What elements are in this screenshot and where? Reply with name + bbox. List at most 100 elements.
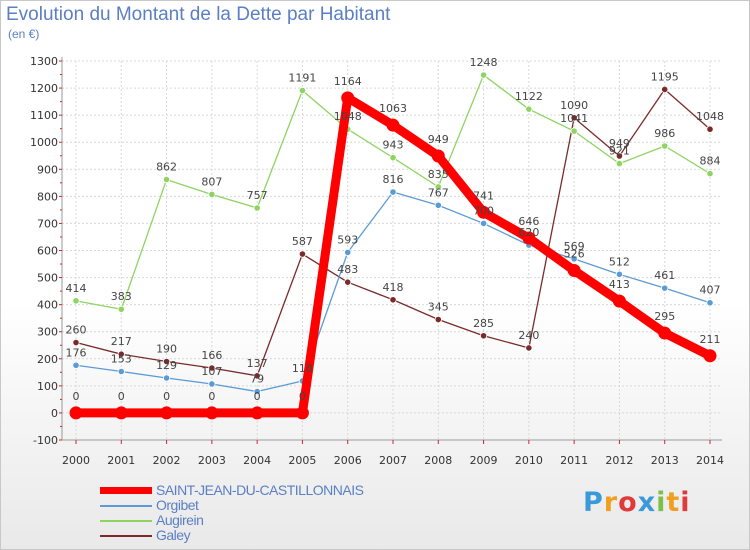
- x-tick-label: 2002: [153, 454, 181, 467]
- data-point-orgibet: [389, 188, 397, 196]
- data-point-galey: [706, 125, 714, 133]
- data-point-saint-jean-du-castillonnais: [477, 205, 491, 219]
- data-point-saint-jean-du-castillonnais: [612, 294, 626, 308]
- proxiti-logo: Proxiti: [583, 487, 691, 518]
- data-label-saint-jean-du-castillonnais: 741: [473, 189, 494, 202]
- series-layer: [69, 71, 717, 420]
- legend-swatch: [100, 520, 152, 522]
- data-label-orgibet: 153: [111, 353, 132, 366]
- data-point-orgibet: [162, 374, 171, 382]
- logo-letter: P: [583, 487, 604, 518]
- data-label-galey: 137: [247, 357, 268, 370]
- data-point-saint-jean-du-castillonnais: [160, 406, 174, 420]
- data-point-augirein: [706, 170, 714, 178]
- data-point-saint-jean-du-castillonnais: [69, 406, 83, 420]
- data-point-galey: [117, 350, 125, 358]
- legend-item-saint-jean[interactable]: SAINT-JEAN-DU-CASTILLONNAIS: [100, 482, 420, 498]
- data-point-augirein: [434, 183, 442, 191]
- legend-item-orgibet[interactable]: Orgibet: [100, 497, 420, 513]
- legend-swatch: [100, 505, 152, 507]
- legend-item-augirein[interactable]: Augirein: [100, 512, 420, 528]
- data-label-galey: 418: [383, 281, 404, 294]
- legend-label: Augirein: [156, 512, 204, 528]
- data-point-orgibet: [661, 284, 669, 292]
- data-point-galey: [389, 296, 397, 304]
- x-tick-label: 2009: [470, 454, 498, 467]
- x-tick-label: 2004: [243, 454, 271, 467]
- data-label-orgibet: 767: [428, 186, 449, 199]
- data-point-saint-jean-du-castillonnais: [431, 149, 445, 163]
- data-label-augirein: 1248: [470, 56, 498, 69]
- data-label-saint-jean-du-castillonnais: 0: [73, 390, 80, 403]
- x-tick-label: 2012: [605, 454, 633, 467]
- data-point-augirein: [615, 160, 624, 168]
- data-label-orgibet: 129: [156, 359, 177, 372]
- data-label-orgibet: 620: [518, 226, 539, 239]
- data-label-orgibet: 107: [201, 365, 222, 378]
- data-point-orgibet: [117, 367, 125, 376]
- data-label-orgibet: 593: [337, 233, 358, 246]
- x-tick-label: 2007: [379, 454, 407, 467]
- data-label-augirein: 1191: [288, 72, 316, 85]
- data-point-augirein: [525, 105, 533, 113]
- data-point-orgibet: [208, 380, 216, 388]
- y-tick-label: 900: [37, 163, 58, 176]
- x-tick-label: 2006: [334, 454, 362, 467]
- data-point-saint-jean-du-castillonnais: [658, 326, 672, 340]
- y-tick-label: 1000: [30, 136, 58, 149]
- data-label-galey: 1195: [651, 70, 679, 83]
- data-point-augirein: [162, 175, 171, 184]
- data-label-orgibet: 700: [473, 204, 494, 217]
- data-point-galey: [253, 372, 261, 380]
- data-label-augirein: 1048: [334, 110, 362, 123]
- data-label-augirein: 862: [156, 161, 177, 174]
- data-label-saint-jean-du-castillonnais: 949: [428, 133, 449, 146]
- y-tick-label: 100: [37, 380, 58, 393]
- data-point-saint-jean-du-castillonnais: [295, 406, 309, 420]
- data-label-orgibet: 569: [564, 240, 585, 253]
- data-label-saint-jean-du-castillonnais: 0: [163, 390, 170, 403]
- data-label-augirein: 383: [111, 290, 132, 303]
- data-label-augirein: 921: [609, 145, 630, 158]
- data-label-saint-jean-du-castillonnais: 413: [609, 278, 630, 291]
- data-label-orgibet: 461: [654, 269, 675, 282]
- data-label-galey: 1090: [560, 99, 588, 112]
- data-label-augirein: 757: [247, 189, 268, 202]
- data-point-galey: [615, 152, 624, 160]
- x-tick-label: 2011: [560, 454, 588, 467]
- data-label-orgibet: 512: [609, 255, 630, 268]
- data-point-orgibet: [706, 299, 714, 307]
- x-tick-label: 2005: [288, 454, 316, 467]
- data-label-galey: 949: [609, 137, 630, 150]
- data-point-saint-jean-du-castillonnais: [703, 349, 717, 363]
- data-point-galey: [434, 315, 442, 324]
- data-point-orgibet: [570, 255, 578, 263]
- data-point-saint-jean-du-castillonnais: [567, 264, 581, 278]
- data-label-saint-jean-du-castillonnais: 646: [518, 215, 539, 228]
- data-point-augirein: [117, 305, 125, 313]
- data-label-orgibet: 79: [250, 373, 264, 386]
- legend: SAINT-JEAN-DU-CASTILLONNAIS Orgibet Augi…: [100, 482, 420, 543]
- legend-item-galey[interactable]: Galey: [100, 527, 420, 543]
- data-label-galey: 217: [111, 335, 132, 348]
- data-label-augirein: 884: [700, 155, 721, 168]
- data-point-galey: [570, 114, 578, 122]
- data-label-galey: 345: [428, 301, 449, 314]
- legend-label: Orgibet: [156, 497, 199, 513]
- logo-letter: i: [680, 487, 691, 518]
- data-label-saint-jean-du-castillonnais: 0: [118, 390, 125, 403]
- data-point-galey: [298, 250, 307, 258]
- data-point-orgibet: [253, 387, 261, 396]
- legend-label: SAINT-JEAN-DU-CASTILLONNAIS: [156, 482, 364, 498]
- y-tick-label: 800: [37, 190, 58, 203]
- legend-swatch: [100, 535, 152, 537]
- data-point-saint-jean-du-castillonnais: [114, 406, 128, 420]
- data-label-saint-jean-du-castillonnais: 0: [254, 390, 261, 403]
- data-point-augirein: [72, 297, 80, 305]
- legend-swatch: [100, 487, 152, 494]
- data-label-saint-jean-du-castillonnais: 0: [299, 390, 306, 403]
- y-tick-label: 1100: [30, 109, 58, 122]
- data-point-galey: [525, 344, 533, 352]
- data-point-augirein: [661, 142, 669, 150]
- data-point-orgibet: [479, 219, 488, 228]
